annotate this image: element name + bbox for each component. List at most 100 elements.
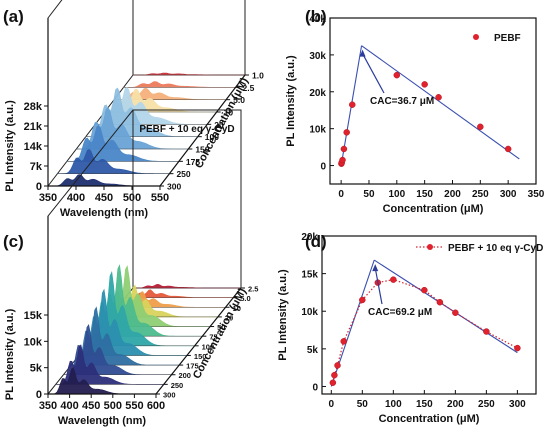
plot-frame [321, 235, 537, 395]
x-axis-label: Wavelength (nm) [58, 415, 147, 427]
z-tick-label: 175 [186, 362, 199, 371]
z-tick-label: 150 [195, 145, 209, 155]
z-tick-label: 300 [167, 182, 181, 192]
x-tick-label: 500 [104, 400, 122, 412]
data-point-8 [421, 286, 428, 294]
data-point-7 [390, 276, 397, 283]
data-point-9 [436, 298, 444, 306]
y-tick-label: 0 [312, 382, 318, 393]
y-tick-label: 28k [24, 101, 43, 113]
x-tick-label: 350 [528, 189, 545, 200]
x-tick-label: 600 [147, 400, 165, 412]
spectrum-1-0 [133, 72, 245, 76]
y-axis-label: PL Intensity (a.u.) [4, 308, 16, 400]
legend-marker [427, 244, 433, 250]
legend-label: PEBF + 10 eq γ-CyD [139, 124, 234, 135]
legend-marker [473, 34, 479, 40]
x-tick-label: 150 [416, 189, 433, 200]
y-tick-label: 0 [320, 162, 326, 173]
panel-b: (b) 0 50 100 150 200 250 300 350 0 10k 20k 30k 40k Con… [285, 7, 545, 215]
z-tick-label: 200 [178, 371, 191, 380]
legend-label: PEBF [494, 33, 521, 44]
data-point-7 [393, 71, 401, 79]
y-tick-label: 5k [307, 345, 319, 356]
x-tick-label: 300 [500, 189, 517, 200]
z-tick-label: 300 [163, 391, 176, 400]
data-point-9 [435, 94, 442, 101]
data-point-2 [331, 371, 338, 379]
x-tick-label: 0 [338, 189, 344, 200]
legend-box [132, 0, 246, 76]
data-point-10 [452, 309, 459, 316]
data-point-11 [504, 145, 512, 153]
data-point-10 [477, 123, 484, 131]
y-tick-label: 20k [309, 88, 326, 99]
z-tick-label: 10 [233, 304, 241, 313]
z-tick-label: 250 [171, 381, 184, 390]
z-tick-label: 75 [209, 333, 217, 342]
arrow-head [372, 264, 379, 272]
z-tick-label: 5.0 [233, 95, 245, 105]
panel-label: (b) [305, 7, 327, 26]
y-tick-label: 10k [309, 125, 326, 136]
data-point-4 [340, 338, 347, 345]
data-point-1 [329, 379, 337, 386]
data-point-5 [343, 129, 350, 136]
data-point-8 [421, 81, 428, 88]
annotation-arrow [362, 53, 385, 94]
data-point-3 [339, 156, 346, 164]
data-point-3 [334, 362, 341, 369]
data-point-6 [349, 101, 356, 108]
z-axis-label: Concentration (μM) [191, 286, 249, 381]
data-point-4 [340, 145, 348, 153]
z-tick-label: 150 [194, 352, 207, 361]
y-tick-label: 14k [24, 141, 43, 153]
z-tick-label: 20 [214, 120, 224, 130]
x-tick-label: 400 [67, 192, 85, 204]
fit-line-2 [361, 45, 520, 160]
x-tick-label: 550 [125, 400, 143, 412]
x-tick-label: 200 [447, 399, 464, 410]
x-tick-label: 50 [363, 189, 375, 200]
x-tick-label: 50 [357, 399, 369, 410]
panel-label: (c) [3, 232, 24, 251]
x-tick-label: 450 [95, 192, 113, 204]
x-axis-label: Wavelength (nm) [60, 207, 149, 219]
z-tick-label: 1.0 [252, 71, 264, 81]
x-tick-label: 350 [39, 400, 57, 412]
y-tick-label: 30k [309, 51, 326, 62]
z-tick-label: 20 [225, 313, 233, 322]
x-tick-label: 350 [39, 192, 57, 204]
z-tick-label: 100 [202, 342, 215, 351]
x-tick-label: 250 [472, 189, 489, 200]
annotation-arrow [374, 267, 383, 305]
z-axis-label: Concentration (μM) [193, 75, 251, 170]
x-tick-label: 550 [151, 192, 169, 204]
y-tick-label: 10k [301, 307, 318, 318]
data-point-11 [483, 328, 490, 335]
x-tick-label: 200 [444, 189, 461, 200]
x-axis-label: Concentration (μM) [379, 413, 480, 425]
data-point-12 [514, 344, 521, 352]
legend-label: PEBF + 10 eq γ-CyD [448, 243, 543, 254]
y-tick-label: 20k [301, 232, 318, 243]
z-tick-label: 2.5 [248, 285, 258, 294]
y-tick-label: 0 [36, 181, 42, 193]
cac-annotation: CAC=36.7 μM [370, 96, 434, 107]
x-tick-label: 250 [478, 399, 495, 410]
panel-label: (d) [305, 232, 327, 251]
cac-annotation: CAC=69.2 μM [368, 307, 432, 318]
x-tick-label: 100 [388, 189, 405, 200]
y-tick-label: 5k [30, 363, 43, 375]
z-tick-label: 100 [205, 132, 219, 142]
data-point-5 [359, 296, 366, 304]
x-tick-label: 150 [416, 399, 433, 410]
z-tick-label: 250 [176, 169, 190, 179]
y-tick-label: 15k [24, 310, 43, 322]
x-tick-label: 400 [60, 400, 78, 412]
x-tick-label: 100 [385, 399, 402, 410]
y-tick-label: 10k [24, 336, 43, 348]
spectrum-2-5 [133, 283, 241, 289]
z-axis [159, 74, 246, 187]
plot-frame [329, 17, 537, 185]
